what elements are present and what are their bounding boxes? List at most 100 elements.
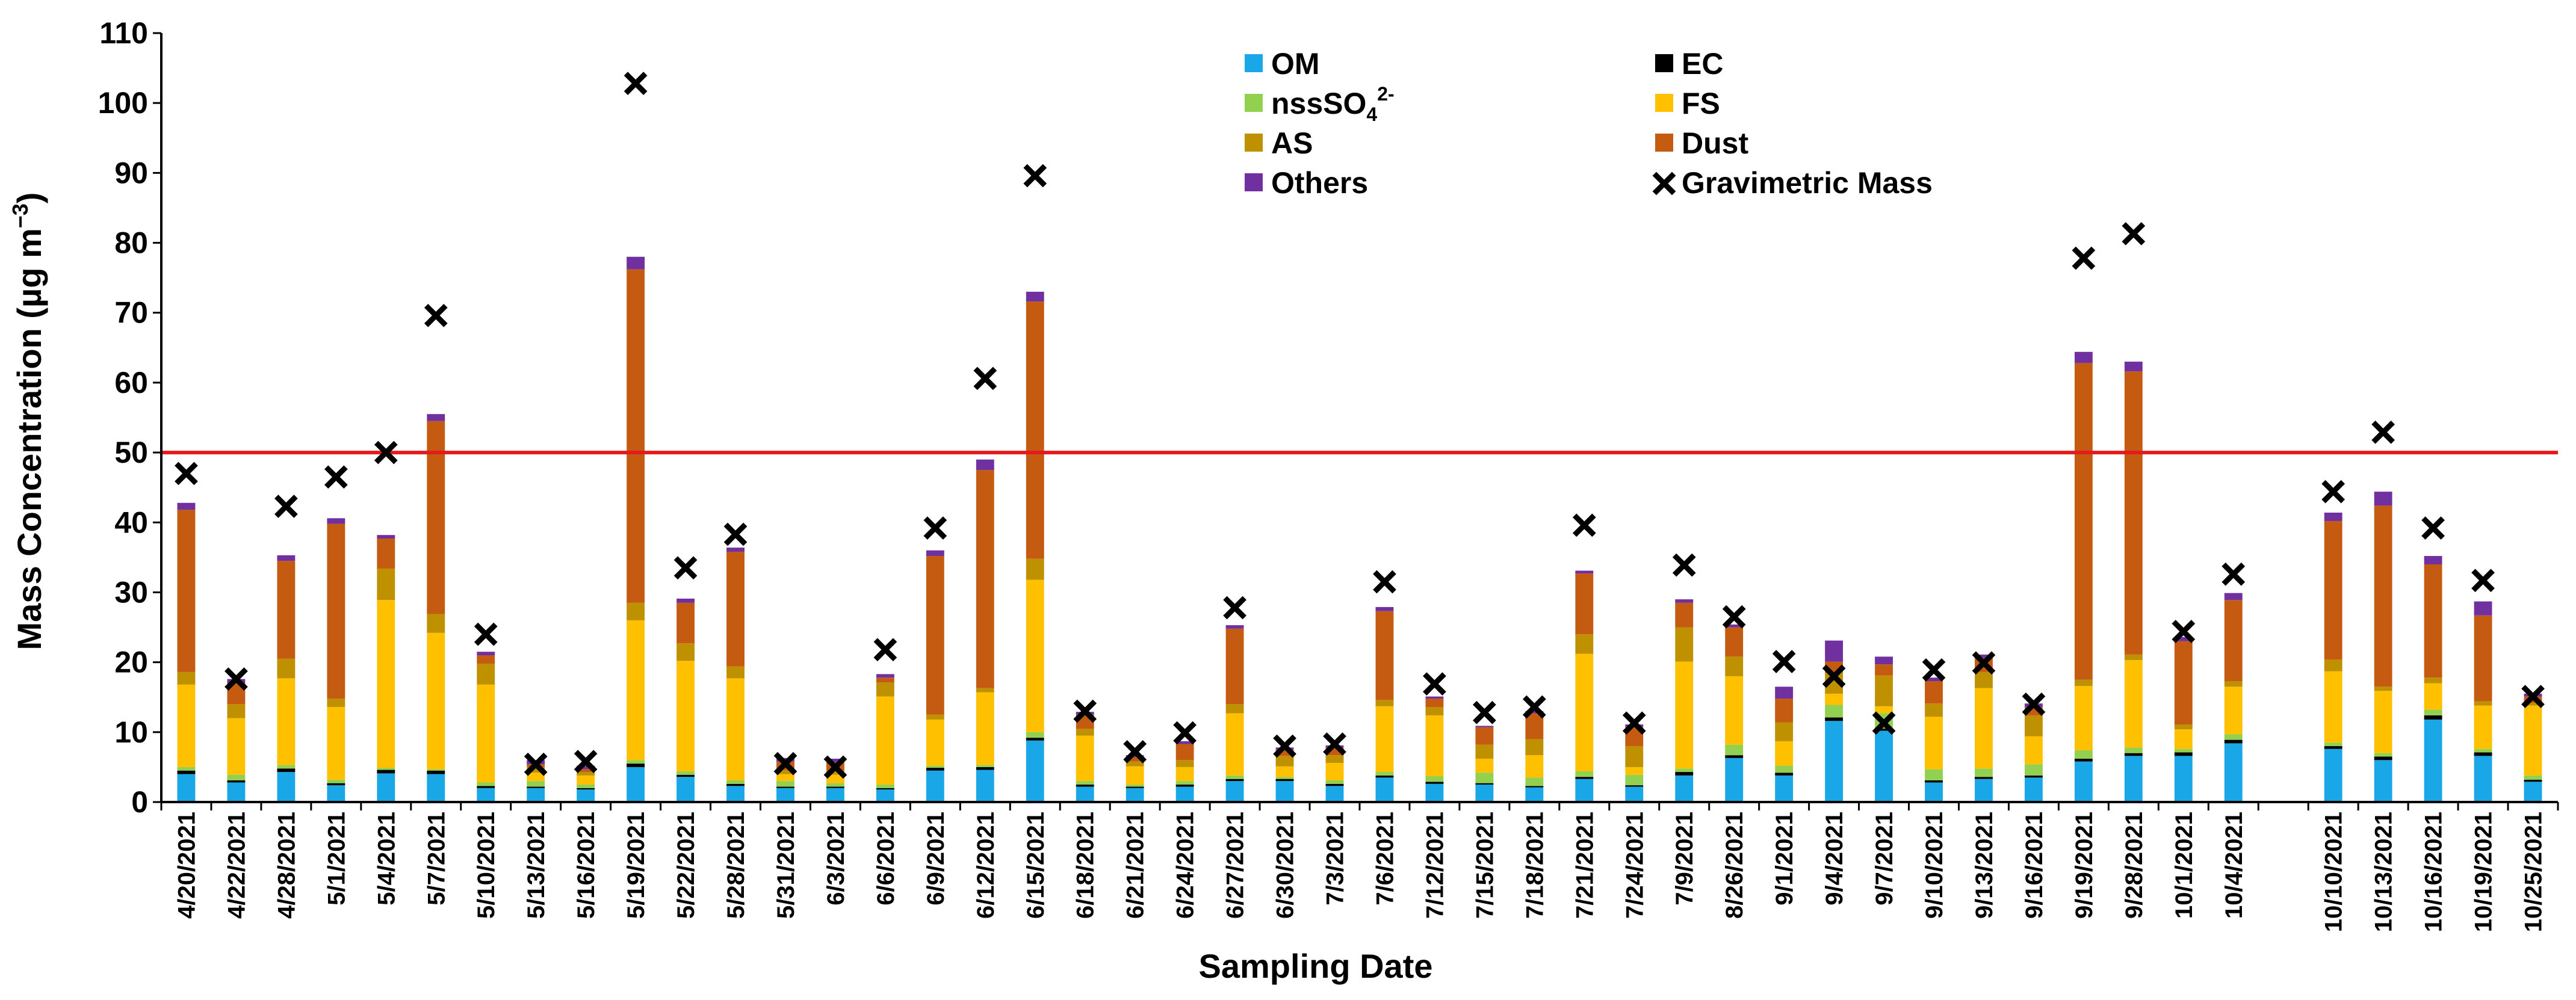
bar-segment-fs [327,706,345,780]
bar-segment-ec [577,788,595,790]
gravimetric-marker [823,755,847,779]
bar-segment-as [1375,700,1394,706]
x-tick-label: 4/28/2021 [273,812,300,919]
bar-segment-others [1675,599,1694,603]
bars-layer [177,256,2542,802]
bar-segment-others [477,652,495,656]
bar-segment-others [2124,362,2143,372]
bar-segment-fs [377,600,395,768]
bar-segment-others [577,765,595,770]
legend-cross-mark [1652,171,1676,196]
gravimetric-marker [1972,651,1996,675]
legend-swatch-ec [1655,54,1673,72]
bar-segment-ec [2524,779,2542,782]
bar-segment-dust [726,552,745,667]
x-tick-label: 8/26/2021 [1721,812,1748,919]
bar-segment-om [2025,777,2043,802]
bar-segment-others [2424,556,2442,564]
bar-segment-others [2474,601,2492,616]
bar-segment-fs [1575,653,1594,771]
bar-segment-om [1076,786,1094,802]
gravimetric-marker [2521,685,2545,708]
bar-segment-om [1026,740,1044,802]
bar-segment-fs [1076,735,1094,782]
gravimetric-marker [424,304,448,327]
bar-segment-ec [377,770,395,774]
bar-segment-fs [1675,661,1694,769]
bar-segment-ec [1076,784,1094,787]
x-tick-label: 10/4/2021 [2221,812,2247,919]
legend-swatch-others [1245,173,1263,191]
x-tick-label: 6/3/2021 [823,812,849,906]
legend-label-fs: FS [1682,87,1720,120]
x-tick-label: 5/13/2021 [523,812,550,919]
bar-segment-as [1425,706,1444,715]
bar-segment-ec [826,786,844,788]
bar-segment-om [1625,786,1644,802]
x-tick-label: 5/1/2021 [323,812,350,906]
legend-swatch-om [1245,54,1263,72]
bar-segment-ec [527,786,545,788]
legend-label-dust: Dust [1682,126,1748,160]
bar-segment-nssso4 [427,769,445,771]
gravimetric-marker [474,622,498,646]
bar-segment-nssso4 [177,767,196,771]
gravimetric-marker [524,752,548,776]
gravimetric-marker [1872,711,1896,735]
bar-segment-others [1875,656,1893,665]
x-tick-label: 4/22/2021 [223,812,250,919]
bar-segment-others [1175,741,1194,744]
bar-segment-nssso4 [327,779,345,783]
y-tick-label: 90 [114,156,148,190]
bar-segment-ec [2174,752,2193,756]
bar-segment-fs [1525,755,1544,778]
x-tick-label: 5/19/2021 [623,812,649,919]
bar-segment-others [1225,625,1244,629]
bar-segment-om [2424,719,2442,802]
bar-segment-om [1975,779,1993,802]
gravimetric-marker [1073,699,1097,723]
bar-segment-om [2074,761,2093,802]
x-tick-label: 6/6/2021 [873,812,899,906]
bar-segment-nssso4 [1375,772,1394,776]
bar-segment-om [726,786,745,802]
bar-segment-om [227,782,246,802]
bar-segment-as [2074,679,2093,687]
bar-segment-as [2174,724,2193,730]
bar-segment-ec [926,768,944,771]
bar-segment-om [1225,781,1244,802]
x-tick-label: 5/22/2021 [673,812,699,919]
x-tick-label: 6/21/2021 [1122,812,1149,919]
legend-item-dust: Dust [1655,126,1748,160]
bar-segment-fs [826,774,844,783]
bar-segment-nssso4 [1125,784,1144,787]
x-tick-label: 5/7/2021 [423,812,450,906]
bar-segment-others [726,548,745,552]
bar-segment-fs [477,684,495,783]
bar-segment-as [1875,675,1893,706]
x-tick-label: 9/7/2021 [1871,812,1898,906]
bar-segment-as [2224,681,2243,687]
bar-segment-ec [327,783,345,786]
bar-segment-as [2025,715,2043,736]
bar-segment-as [976,688,994,693]
bar-segment-om [876,789,894,802]
bar-segment-others [1725,624,1744,628]
bar-segment-fs [427,632,445,770]
bar-segment-ec [2124,753,2143,756]
y-axis-label: Mass Concentration (µg m−3) [8,193,48,650]
x-tick-label: 6/12/2021 [973,812,999,919]
bar-segment-ec [1775,773,1794,776]
bar-segment-om [1875,730,1893,802]
bar-segment-dust [677,602,695,644]
x-tick-label: 5/4/2021 [373,812,400,906]
bar-segment-ec [1375,775,1394,778]
bar-segment-ec [677,774,695,777]
x-tick-label: 10/25/2021 [2521,812,2547,932]
x-tick-label: 6/9/2021 [923,812,949,906]
gravimetric-marker [873,638,897,662]
x-tick-label: 5/10/2021 [473,812,500,919]
bar-segment-nssso4 [1175,781,1194,785]
bar-segment-ec [1825,717,1844,721]
bar-segment-as [327,699,345,707]
